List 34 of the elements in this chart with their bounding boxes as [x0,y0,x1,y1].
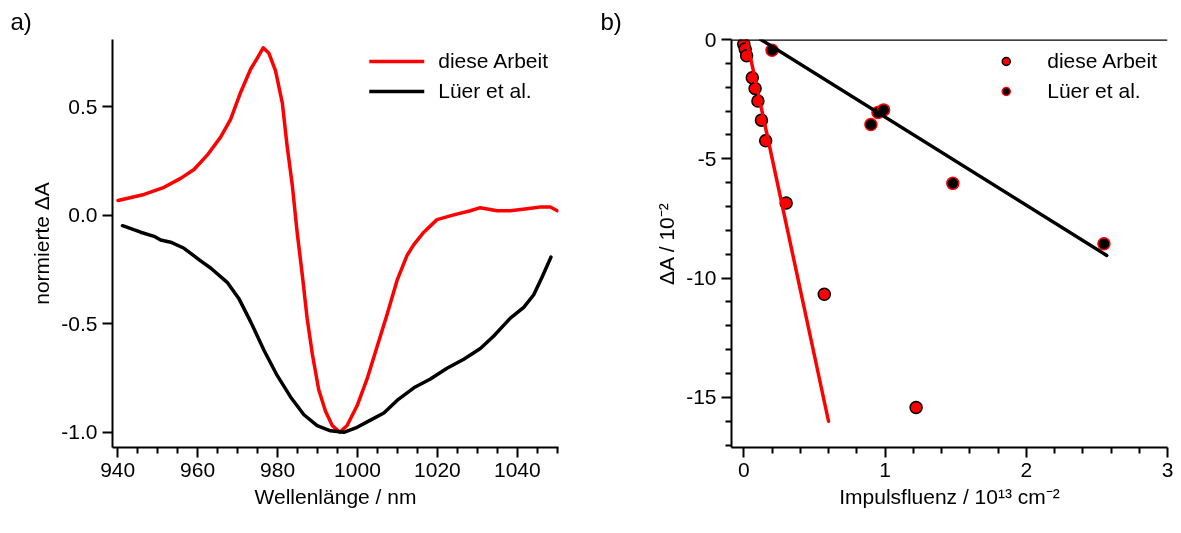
x-tick-label: 0 [737,457,750,481]
y-tick-label: -5 [697,146,717,170]
legend-label: Lüer et al. [1047,79,1141,103]
x-axis-title: Wellenlänge / nm [254,484,417,508]
point [864,117,878,132]
y-tick-label: -15 [686,385,717,409]
x-tick-label: 1040 [493,457,541,481]
y-tick-label: 0 [704,27,717,51]
y-axis-title: ΔA / 10⁻² [655,203,679,285]
legend-label: diese Arbeit [1047,49,1157,73]
line-series [120,223,553,435]
y-tick-label: -0.5 [61,311,98,335]
y-tick-label: -1.0 [61,420,98,444]
point [817,287,832,302]
point [1097,237,1111,251]
x-tick-label: 3 [1161,457,1174,481]
y-axis-title: normierte ΔA [30,182,54,305]
x-tick-label: 1000 [334,457,381,481]
chart-title: a) [10,7,32,35]
x-tick-label: 940 [100,457,136,481]
y-tick-label: -10 [686,266,717,290]
y-tick-label: 0.5 [68,94,98,118]
x-tick-label: 1020 [414,457,461,481]
point [946,176,960,191]
point [909,400,923,415]
x-tick-label: 2 [1020,457,1033,481]
x-tick-label: 1 [879,457,891,481]
x-axis-title: Impulsfluenz / 10¹³ cm⁻² [839,484,1060,508]
legend-label: diese Arbeit [438,49,548,73]
x-tick-label: 960 [180,457,216,481]
y-tick-label: 0.0 [68,203,98,227]
chart-title: b) [600,7,622,35]
x-tick-label: 980 [260,457,296,481]
legend-label: Lüer et al. [438,79,532,103]
